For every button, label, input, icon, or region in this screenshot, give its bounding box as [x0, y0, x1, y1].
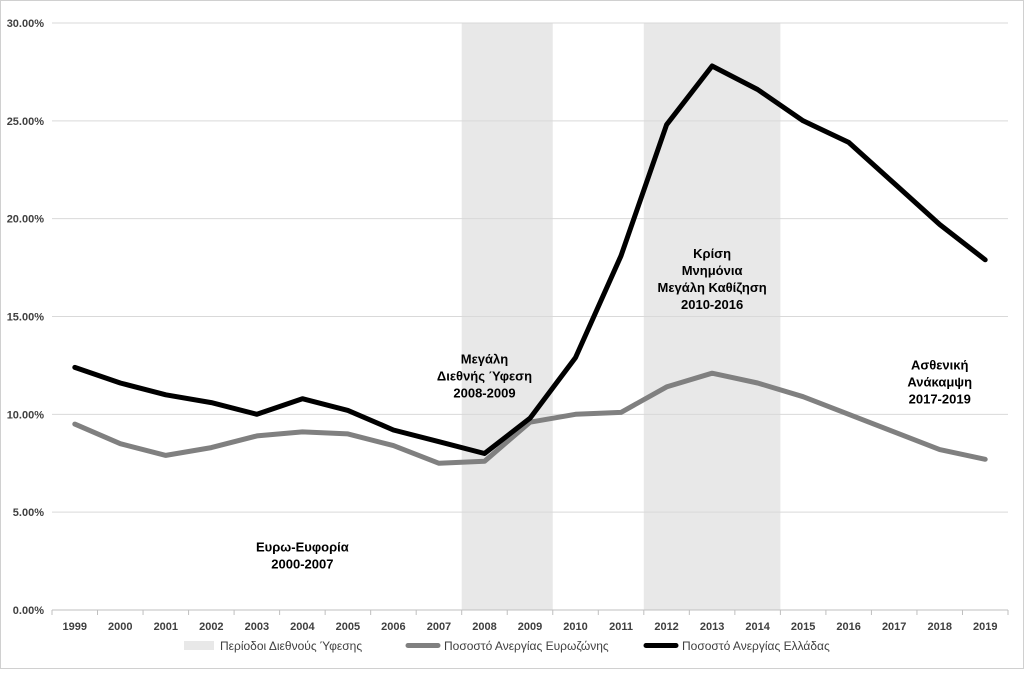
- legend-swatch-recession: [184, 641, 214, 650]
- x-tick-label-2008: 2008: [472, 621, 496, 633]
- x-tick-label-2009: 2009: [518, 621, 542, 633]
- annotation-line: Μνημόνια: [682, 263, 743, 278]
- annotation-line: 2008-2009: [453, 385, 515, 400]
- annotation-line: 2000-2007: [271, 556, 333, 571]
- y-tick-label: 10.00%: [7, 409, 45, 421]
- x-tick-label-2016: 2016: [836, 621, 860, 633]
- x-tick-label-2002: 2002: [199, 621, 223, 633]
- annotation-line: Μεγάλη: [461, 351, 508, 366]
- annotation-line: Διεθνής Ύφεση: [437, 368, 532, 383]
- annotation-line: Ανάκαμψη: [907, 374, 972, 389]
- legend-label: Ποσοστό Ανεργίας Ελλάδας: [682, 639, 830, 653]
- annotation-line: Ευρω-Ευφορία: [256, 539, 349, 554]
- annotation-line: 2010-2016: [681, 297, 743, 312]
- x-tick-label-2014: 2014: [745, 621, 770, 633]
- annotation-line: Ασθενική: [911, 357, 969, 372]
- x-tick-label-2019: 2019: [973, 621, 997, 633]
- x-tick-label-2000: 2000: [108, 621, 132, 633]
- y-tick-label: 20.00%: [7, 214, 45, 226]
- x-tick-label-2017: 2017: [882, 621, 906, 633]
- legend-label: Περίοδοι Διεθνούς Ύφεσης: [220, 639, 362, 653]
- annotation-line: Μεγάλη Καθίζηση: [658, 280, 767, 295]
- annotation-2: Μεγάλη Διεθνής Ύφεση 2008-2009: [437, 351, 532, 400]
- annotation-4: Ασθενική Ανάκαμψη 2017-2019: [907, 357, 972, 406]
- legend: Περίοδοι Διεθνούς Ύφεσης Ποσοστό Ανεργίας…: [184, 639, 830, 653]
- x-tick-label-1999: 1999: [63, 621, 87, 633]
- annotation-3: Κρίση Μνημόνια Μεγάλη Καθίζηση 2010-2016: [658, 246, 767, 312]
- x-tick-label-2001: 2001: [154, 621, 178, 633]
- eurozone-unemployment-line: [72, 370, 988, 466]
- x-tick-label-2004: 2004: [290, 621, 315, 633]
- annotation-line: Κρίση: [693, 246, 731, 261]
- x-tick-label-2013: 2013: [700, 621, 724, 633]
- y-tick-label: 15.00%: [7, 312, 45, 324]
- x-tick-label-2007: 2007: [427, 621, 451, 633]
- x-tick-label-2015: 2015: [791, 621, 815, 633]
- x-tick-label-2012: 2012: [654, 621, 678, 633]
- series-layer: [72, 63, 988, 466]
- y-tick-label: 5.00%: [13, 507, 44, 519]
- x-tick-label-2010: 2010: [563, 621, 587, 633]
- annotation-1: Ευρω-Ευφορία 2000-2007: [256, 539, 349, 571]
- x-tick-label-2018: 2018: [927, 621, 951, 633]
- y-tick-label: 25.00%: [7, 116, 45, 128]
- annotation-line: 2017-2019: [909, 391, 971, 406]
- greece-unemployment-line: [72, 63, 988, 456]
- axes-layer: 0.00% 5.00% 10.00% 15.00% 20.00% 25.00% 30.00%…: [7, 18, 1009, 633]
- x-tick-label-2003: 2003: [245, 621, 269, 633]
- x-tick-label-2006: 2006: [381, 621, 405, 633]
- x-tick-label-2011: 2011: [609, 621, 633, 633]
- annotations-layer: Ευρω-Ευφορία 2000-2007 Μεγάλη Διεθνής Ύφεση…: [256, 246, 972, 572]
- y-tick-label: 0.00%: [13, 605, 44, 617]
- y-tick-label: 30.00%: [7, 18, 45, 30]
- legend-label: Ποσοστό Ανεργίας Ευρωζώνης: [444, 639, 609, 653]
- x-tick-label-2005: 2005: [336, 621, 360, 633]
